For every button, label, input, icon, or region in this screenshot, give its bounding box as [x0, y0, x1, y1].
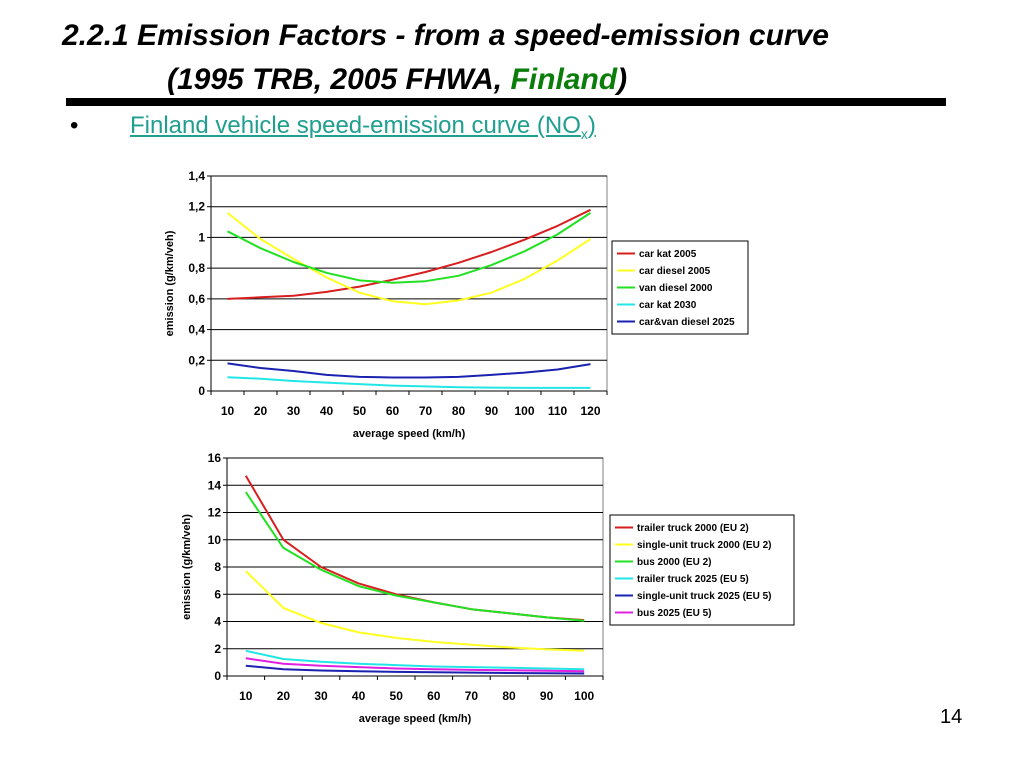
legend-label: car diesel 2005 [639, 266, 711, 277]
x-tick-label: 60 [386, 404, 400, 418]
y-tick-label: 1,2 [188, 200, 205, 214]
x-tick-label: 80 [452, 404, 466, 418]
legend-label: single-unit truck 2025 (EU 5) [637, 591, 771, 602]
title-line-2-suffix: ) [617, 63, 628, 96]
x-tick-label: 50 [353, 404, 367, 418]
x-tick-label: 60 [427, 689, 441, 703]
series-line-bus-2000-eu-2- [244, 491, 585, 622]
x-tick-label: 70 [419, 404, 433, 418]
y-tick-label: 0,4 [188, 323, 205, 337]
plot-area [210, 175, 608, 392]
legend-label: trailer truck 2000 (EU 2) [637, 523, 749, 534]
page-number: 14 [940, 706, 963, 728]
x-axis-title: average speed (km/h) [359, 713, 472, 725]
y-tick-label: 12 [208, 506, 222, 520]
finland-nox-link[interactable]: Finland vehicle speed-emission curve (NO… [130, 112, 596, 142]
series-line-bus-2025-eu-5- [245, 657, 585, 673]
x-tick-label: 100 [514, 404, 534, 418]
y-tick-label: 14 [208, 478, 222, 492]
title-line-1: 2.2.1 Emission Factors - from a speed-em… [62, 19, 829, 52]
y-tick-label: 2 [214, 642, 221, 656]
legend-label: trailer truck 2025 (EU 5) [637, 574, 749, 585]
y-tick-label: 1,4 [188, 169, 205, 183]
series-line-car-kat-2005 [227, 208, 591, 300]
y-tick-label: 8 [214, 560, 221, 574]
x-tick-label: 20 [277, 689, 291, 703]
legend-label: bus 2025 (EU 5) [637, 608, 711, 619]
x-tick-label: 100 [574, 689, 594, 703]
y-tick-label: 0,2 [188, 353, 205, 367]
x-tick-label: 10 [221, 404, 235, 418]
legend-label: bus 2000 (EU 2) [637, 557, 711, 568]
bullet-marker: • [70, 112, 79, 139]
legend-box [609, 514, 795, 626]
chart-2: 0 2 4 6 8 10 12 14 16 10 20 30 40 50 60 70 80 90 100 averag… [181, 451, 795, 725]
x-tick-label: 70 [465, 689, 479, 703]
title-line-2-prefix: (1995 TRB, 2005 FHWA, [167, 63, 511, 96]
x-tick-label: 30 [287, 404, 301, 418]
y-tick-label: 0,6 [188, 292, 205, 306]
series-line-car-van-diesel-2025 [227, 362, 591, 379]
y-tick-label: 0,8 [188, 261, 205, 275]
y-tick-label: 16 [208, 451, 222, 465]
x-tick-label: 110 [548, 404, 568, 418]
series-line-van-diesel-2000 [227, 212, 592, 284]
x-tick-label: 20 [254, 404, 268, 418]
y-axis-title: emission (g/km/veh) [181, 514, 193, 620]
legend-label: single-unit truck 2000 (EU 2) [637, 540, 771, 551]
x-tick-label: 30 [314, 689, 328, 703]
bullet-link-close: ) [587, 112, 596, 139]
y-tick-label: 4 [214, 615, 221, 629]
x-tick-label: 40 [352, 689, 366, 703]
x-tick-label: 50 [390, 689, 404, 703]
legend-label: car kat 2005 [639, 249, 697, 260]
y-tick-label: 0 [214, 669, 221, 683]
chart-1: 0 0,2 0,4 0,6 0,8 1 1,2 1,4 10 20 30 40 50 60 70 80 90 10… [164, 169, 749, 440]
y-tick-label: 1 [198, 230, 205, 244]
series-line-car-kat-2030 [227, 376, 591, 389]
series-line-single-unit-truck-2025-eu-5- [245, 664, 585, 675]
bullet-link-subscript: x [580, 125, 588, 142]
legend-label: van diesel 2000 [639, 283, 713, 294]
title-divider [66, 98, 946, 106]
x-tick-label: 90 [485, 404, 499, 418]
y-tick-label: 10 [208, 533, 222, 547]
series-line-trailer-truck-2025-eu-5- [245, 649, 585, 671]
y-tick-label: 6 [214, 587, 221, 601]
x-tick-label: 80 [502, 689, 516, 703]
title-line-2: (1995 TRB, 2005 FHWA, Finland) [62, 58, 962, 102]
bullet-link-text: Finland vehicle speed-emission curve (NO [130, 112, 581, 139]
slide-title: 2.2.1 Emission Factors - from a speed-em… [62, 14, 962, 102]
series-line-car-diesel-2005 [226, 212, 592, 306]
x-tick-label: 10 [239, 689, 253, 703]
title-finland: Finland [510, 63, 618, 96]
legend-label: car kat 2030 [639, 300, 697, 311]
series-line-single-unit-truck-2000-eu-2- [245, 570, 585, 652]
y-axis-title: emission (g/km/veh) [164, 230, 176, 336]
y-tick-label: 0 [198, 384, 205, 398]
x-axis-title: average speed (km/h) [353, 428, 466, 440]
x-tick-label: 120 [580, 404, 600, 418]
legend-label: car&van diesel 2025 [639, 317, 735, 328]
x-tick-label: 90 [540, 689, 554, 703]
x-tick-label: 40 [320, 404, 334, 418]
